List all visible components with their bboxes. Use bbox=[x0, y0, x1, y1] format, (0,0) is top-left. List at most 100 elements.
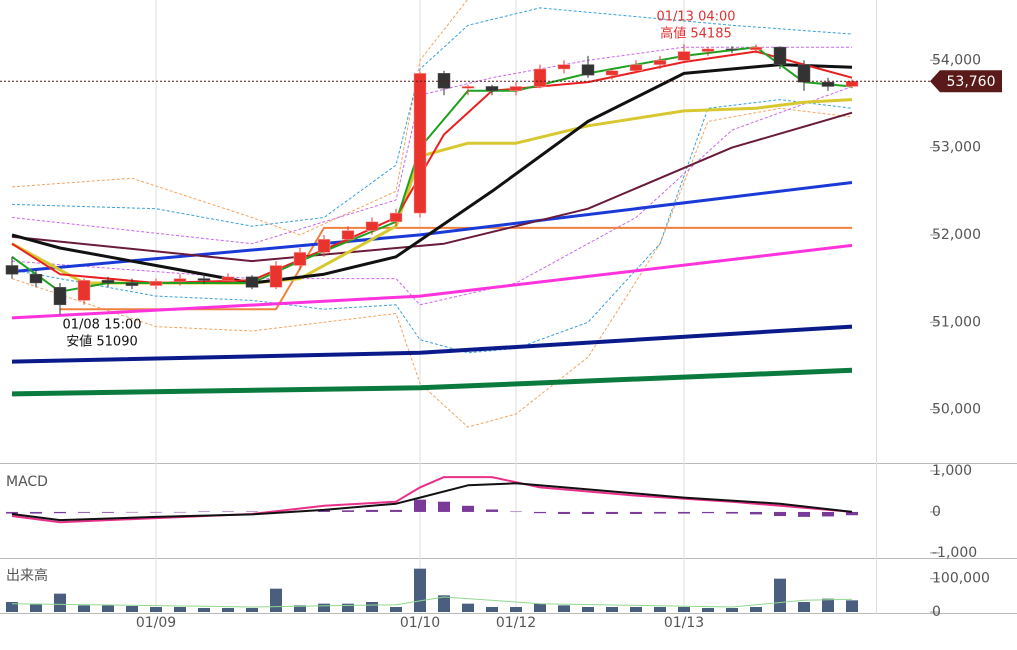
panel-title: 出来高 bbox=[6, 567, 48, 584]
y-tick-label: 51,000 bbox=[932, 314, 981, 330]
bar bbox=[414, 568, 426, 612]
candle-body bbox=[533, 68, 547, 87]
line bbox=[11, 7, 853, 227]
bar bbox=[270, 588, 282, 612]
candle-body bbox=[845, 80, 859, 87]
bar bbox=[390, 509, 402, 512]
bar bbox=[726, 511, 738, 514]
annotation: 安値 51090 bbox=[66, 334, 138, 350]
line bbox=[11, 0, 468, 236]
bar bbox=[774, 578, 786, 612]
bar bbox=[798, 511, 810, 517]
candle-body bbox=[5, 265, 19, 275]
line bbox=[11, 63, 853, 285]
bar bbox=[534, 511, 546, 514]
bar bbox=[630, 511, 642, 514]
bar bbox=[558, 511, 570, 514]
candle-body bbox=[53, 287, 67, 306]
x-tick-label: 01/13 bbox=[664, 615, 704, 631]
x-tick-label: 01/09 bbox=[136, 615, 176, 631]
bar bbox=[102, 605, 114, 612]
bar bbox=[750, 511, 762, 515]
candle-body bbox=[605, 70, 619, 76]
bar bbox=[126, 511, 138, 513]
candle-body bbox=[125, 282, 139, 286]
bar bbox=[366, 602, 378, 612]
bar bbox=[654, 511, 666, 514]
bar bbox=[486, 607, 498, 612]
candle-body bbox=[677, 51, 691, 61]
candle-body bbox=[269, 265, 283, 288]
candle-body bbox=[221, 276, 235, 281]
bar bbox=[390, 607, 402, 612]
x-tick-label: 01/12 bbox=[496, 615, 536, 631]
bar bbox=[366, 509, 378, 512]
candle-body bbox=[653, 60, 667, 65]
bar bbox=[294, 605, 306, 612]
line bbox=[11, 324, 853, 364]
bar bbox=[798, 602, 810, 612]
bar bbox=[462, 603, 474, 612]
current-price-box bbox=[930, 70, 1002, 93]
candle-body bbox=[317, 239, 331, 253]
bar bbox=[54, 511, 66, 514]
bar bbox=[678, 607, 690, 612]
annotation: 01/13 04:00 bbox=[656, 10, 735, 25]
candle-body bbox=[557, 64, 571, 70]
candle-body bbox=[701, 48, 715, 52]
candle-body bbox=[173, 278, 187, 282]
candle-body bbox=[341, 230, 355, 240]
y-tick-label: 100,000 bbox=[932, 571, 990, 587]
y-tick-label: 50,000 bbox=[932, 402, 981, 418]
bar bbox=[750, 607, 762, 612]
bar bbox=[342, 510, 354, 512]
bar bbox=[606, 511, 618, 514]
bar bbox=[438, 595, 450, 612]
bar bbox=[318, 603, 330, 612]
bar bbox=[150, 607, 162, 612]
bar bbox=[558, 605, 570, 612]
bar bbox=[342, 603, 354, 612]
bar bbox=[582, 511, 594, 514]
line bbox=[11, 596, 853, 608]
line bbox=[11, 46, 852, 245]
bar bbox=[654, 607, 666, 612]
candle-body bbox=[197, 278, 211, 281]
bar bbox=[582, 607, 594, 612]
bar bbox=[30, 603, 42, 612]
candle-body bbox=[509, 86, 523, 92]
y-tick-label: 0 bbox=[932, 604, 941, 620]
annotation: 01/08 15:00 bbox=[62, 318, 141, 333]
candle-body bbox=[725, 48, 739, 51]
candle-body bbox=[773, 46, 787, 65]
plot-area bbox=[6, 476, 858, 524]
bar bbox=[486, 509, 498, 512]
bar bbox=[150, 511, 162, 513]
panel-title: MACD bbox=[6, 474, 48, 490]
bar bbox=[606, 607, 618, 612]
bar bbox=[702, 511, 714, 514]
bar bbox=[246, 608, 258, 612]
y-tick-label: 52,000 bbox=[932, 227, 981, 243]
y-tick-label: -1,000 bbox=[932, 545, 977, 561]
bar bbox=[534, 603, 546, 612]
candle-body bbox=[485, 86, 499, 92]
bar bbox=[822, 511, 834, 517]
bar bbox=[678, 511, 690, 514]
bar bbox=[174, 607, 186, 612]
bar bbox=[846, 600, 858, 612]
bar bbox=[54, 593, 66, 612]
bar bbox=[78, 605, 90, 612]
y-tick-label: 0 bbox=[932, 504, 941, 520]
candle-body bbox=[365, 221, 379, 231]
candle-body bbox=[797, 64, 811, 83]
candle-body bbox=[821, 81, 835, 87]
y-tick-label: 1,000 bbox=[932, 463, 972, 479]
bar bbox=[102, 511, 114, 513]
bar bbox=[462, 505, 474, 512]
bar bbox=[510, 607, 522, 612]
bar bbox=[630, 607, 642, 612]
candle-body bbox=[629, 64, 643, 71]
